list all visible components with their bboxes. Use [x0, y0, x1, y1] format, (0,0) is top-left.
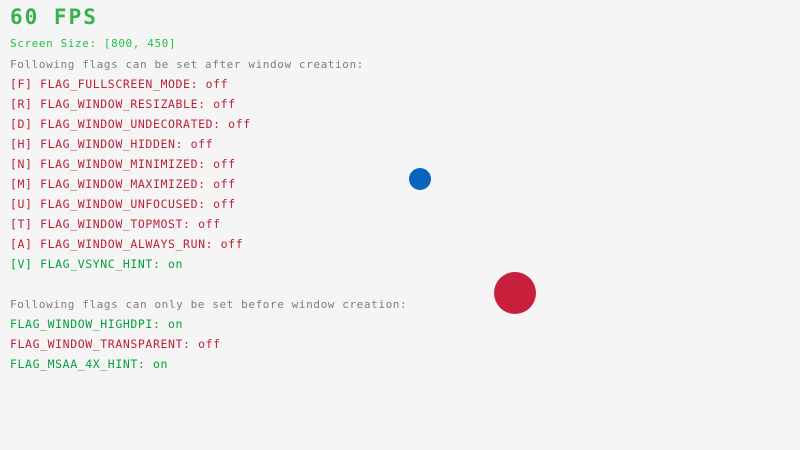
- red-ball-shape: [494, 272, 536, 314]
- section-header-before-creation: Following flags can only be set before w…: [10, 298, 408, 311]
- flag-row[interactable]: FLAG_MSAA_4X_HINT: on: [10, 357, 168, 371]
- flag-row[interactable]: [H] FLAG_WINDOW_HIDDEN: off: [10, 137, 214, 151]
- flag-row[interactable]: FLAG_WINDOW_TRANSPARENT: off: [10, 337, 221, 351]
- flag-row[interactable]: [F] FLAG_FULLSCREEN_MODE: off: [10, 77, 229, 91]
- blue-ball-shape: [409, 168, 431, 190]
- flag-row[interactable]: [T] FLAG_WINDOW_TOPMOST: off: [10, 217, 221, 231]
- flag-row[interactable]: FLAG_WINDOW_HIGHDPI: on: [10, 317, 184, 331]
- flag-row[interactable]: [V] FLAG_VSYNC_HINT: on: [10, 257, 184, 271]
- flag-row[interactable]: [A] FLAG_WINDOW_ALWAYS_RUN: off: [10, 237, 244, 251]
- section-header-after-creation: Following flags can be set after window …: [10, 58, 364, 71]
- screen-size-label: Screen Size: [800, 450]: [10, 37, 177, 50]
- flag-row[interactable]: [M] FLAG_WINDOW_MAXIMIZED: off: [10, 177, 236, 191]
- flag-row[interactable]: [N] FLAG_WINDOW_MINIMIZED: off: [10, 157, 236, 171]
- flag-row[interactable]: [U] FLAG_WINDOW_UNFOCUSED: off: [10, 197, 236, 211]
- fps-counter: 60 FPS: [10, 5, 98, 29]
- flag-row[interactable]: [D] FLAG_WINDOW_UNDECORATED: off: [10, 117, 251, 131]
- flag-row[interactable]: [R] FLAG_WINDOW_RESIZABLE: off: [10, 97, 236, 111]
